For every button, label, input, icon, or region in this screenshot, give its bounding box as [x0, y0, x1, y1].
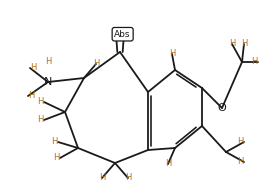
Text: Abs: Abs: [114, 30, 131, 39]
Text: H: H: [241, 40, 247, 49]
Text: H: H: [229, 40, 235, 49]
Text: H: H: [38, 115, 44, 125]
Text: H: H: [252, 57, 258, 67]
Text: N: N: [44, 77, 52, 87]
Text: H: H: [54, 153, 60, 163]
Text: H: H: [165, 160, 171, 169]
Text: H: H: [30, 64, 36, 73]
Text: H: H: [238, 157, 244, 167]
Text: H: H: [45, 57, 51, 67]
Text: H: H: [238, 138, 244, 146]
Text: H: H: [99, 174, 105, 183]
Text: H: H: [38, 98, 44, 106]
Text: H: H: [125, 174, 131, 183]
Text: O: O: [218, 103, 226, 113]
Text: H: H: [28, 91, 34, 101]
Text: H: H: [169, 50, 175, 59]
Text: H: H: [52, 138, 58, 146]
Text: H: H: [93, 60, 99, 68]
